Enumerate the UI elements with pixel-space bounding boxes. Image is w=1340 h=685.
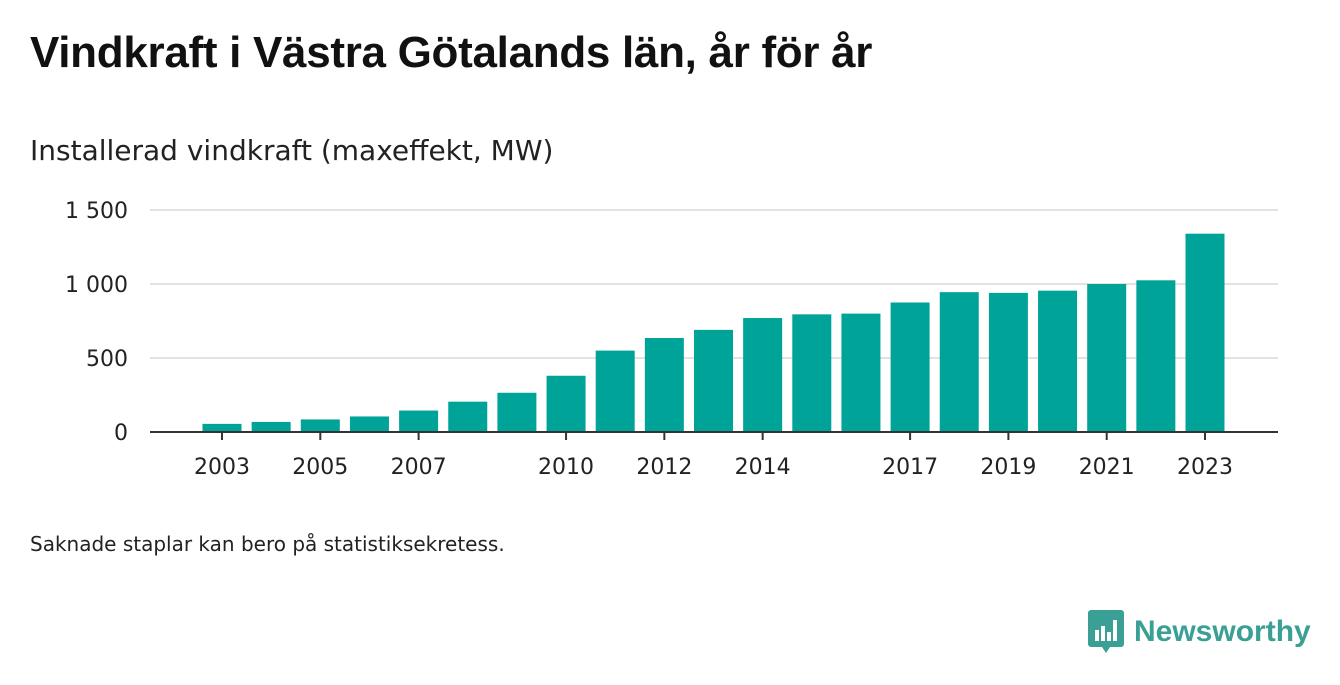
- bar-2012: [644, 338, 684, 432]
- bar-2005: [300, 419, 340, 432]
- brand-logo[interactable]: Newsworthy: [1088, 610, 1311, 654]
- bar-2013: [694, 329, 733, 432]
- x-tick-label: 2021: [1079, 455, 1135, 480]
- x-tick-label: 2012: [636, 455, 692, 480]
- x-tick-label: 2010: [538, 455, 594, 480]
- bar-2023: [1185, 233, 1225, 432]
- bar-2020: [1038, 290, 1078, 432]
- y-tick-label: 1 000: [65, 273, 128, 298]
- x-tick-label: 2005: [292, 455, 348, 480]
- bar-2017: [890, 302, 930, 432]
- newsworthy-logo-icon: [1088, 610, 1124, 653]
- bar-2016: [841, 313, 881, 432]
- x-tick-label: 2017: [882, 455, 938, 480]
- bar-2009: [497, 392, 537, 432]
- bar-2007: [399, 410, 439, 432]
- x-tick-label: 2007: [391, 455, 447, 480]
- x-tick-label: 2014: [735, 455, 791, 480]
- bar-2008: [448, 401, 488, 432]
- y-tick-label: 0: [114, 421, 128, 446]
- x-tick-label: 2023: [1177, 455, 1233, 480]
- footnote: Saknade staplar kan bero på statistiksek…: [30, 532, 505, 556]
- bar-2021: [1087, 284, 1127, 432]
- bar-chart: 0 500 1 000 1 500 2003 2005 2007 2010 2012 2014 20…: [65, 199, 1278, 480]
- bar-2014: [743, 318, 783, 432]
- chart-title: Vindkraft i Västra Götalands län, år för…: [30, 28, 873, 77]
- y-tick-label: 1 500: [65, 199, 128, 224]
- bar-2003: [202, 423, 242, 432]
- bar-2022: [1136, 280, 1176, 432]
- bar-2019: [988, 292, 1028, 432]
- bar-2006: [349, 416, 389, 432]
- bar-2018: [939, 292, 979, 432]
- y-tick-label: 500: [86, 347, 128, 372]
- bar-2010: [546, 375, 586, 432]
- bar-2015: [792, 314, 832, 432]
- x-tick-label: 2003: [194, 455, 250, 480]
- chart-subtitle: Installerad vindkraft (maxeffekt, MW): [30, 134, 554, 167]
- brand-name: Newsworthy: [1134, 615, 1311, 648]
- x-tick-label: 2019: [980, 455, 1036, 480]
- bar-2004: [251, 421, 291, 432]
- bar-2011: [595, 350, 635, 432]
